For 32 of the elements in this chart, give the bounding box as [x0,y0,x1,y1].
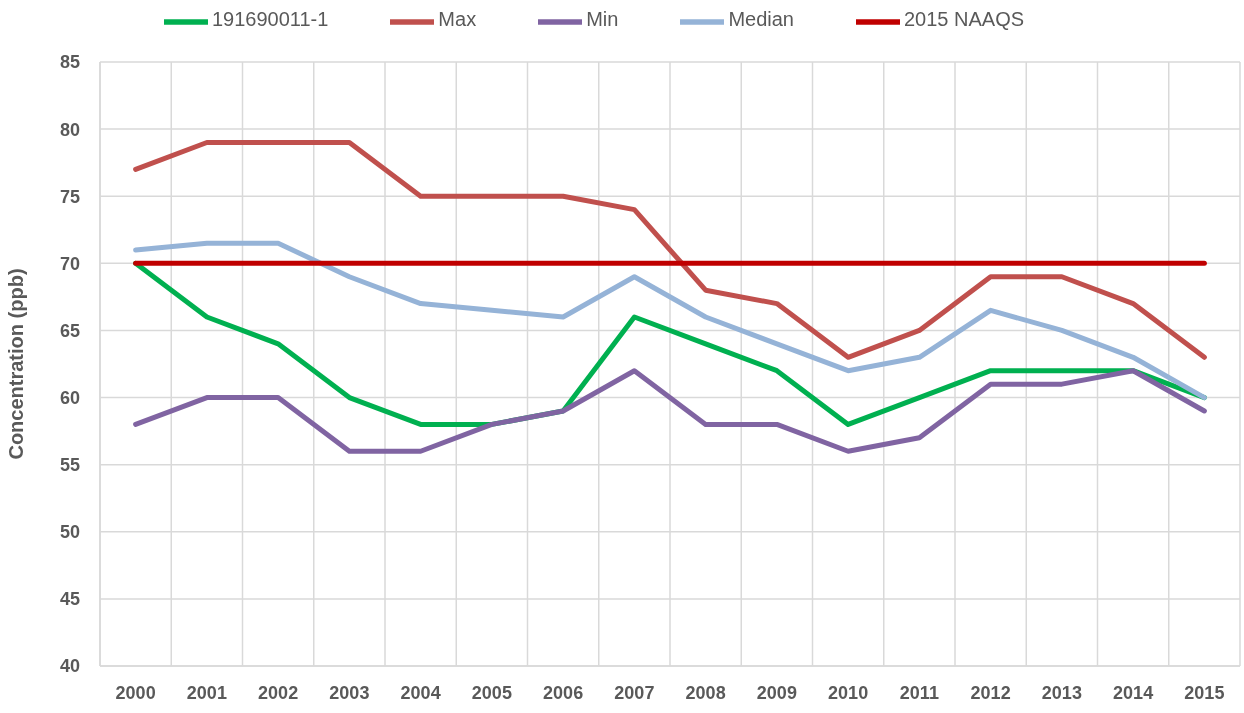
y-axis-title: Concentration (ppb) [5,268,28,460]
x-tick-label: 2004 [400,682,441,703]
x-tick-label: 2008 [685,682,726,703]
y-tick-label: 45 [59,589,80,610]
y-tick-label: 80 [59,119,80,140]
y-tick-label: 50 [59,522,80,543]
x-tick-label: 2009 [756,682,797,703]
legend-label: Median [728,8,794,31]
legend-label: 191690011-1 [211,8,329,31]
y-tick-label: 85 [59,52,80,73]
legend-label: Max [438,8,477,31]
x-tick-label: 2002 [258,682,299,703]
x-tick-label: 2005 [471,682,512,703]
y-tick-label: 55 [59,455,80,476]
x-tick-label: 2012 [970,682,1011,703]
legend-label: 2015 NAAQS [903,8,1025,31]
y-tick-label: 65 [59,320,80,341]
x-tick-label: 2010 [828,682,869,703]
y-tick-label: 75 [59,186,80,207]
x-tick-label: 2013 [1041,682,1082,703]
x-tick-label: 2003 [329,682,370,703]
y-tick-label: 40 [59,656,80,677]
x-tick-label: 2006 [543,682,584,703]
x-tick-label: 2015 [1184,682,1225,703]
x-tick-label: 2000 [115,682,156,703]
y-tick-label: 70 [59,253,80,274]
x-tick-label: 2014 [1113,682,1154,703]
x-tick-label: 2001 [186,682,227,703]
y-tick-label: 60 [59,387,80,408]
legend-label: Min [586,8,619,31]
x-tick-label: 2011 [899,682,939,703]
x-tick-label: 2007 [614,682,655,703]
